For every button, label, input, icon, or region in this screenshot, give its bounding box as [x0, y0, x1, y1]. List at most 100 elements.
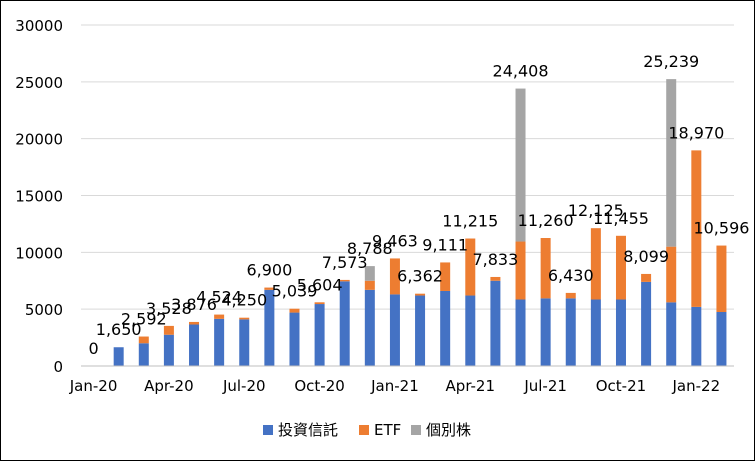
x-tick-label: Jul-21: [523, 377, 567, 395]
data-label: 6,362: [397, 267, 443, 286]
data-label: 11,260: [518, 211, 574, 230]
bar-segment: [415, 295, 426, 366]
data-label: 0: [88, 339, 98, 358]
bar-segment: [440, 290, 451, 366]
bar-segment: [138, 343, 149, 366]
bar-segment: [540, 238, 551, 299]
bar-segment: [239, 317, 250, 320]
bar-segment: [289, 308, 300, 313]
bar-segment: [339, 281, 350, 366]
bar-segment: [540, 298, 551, 366]
data-label: 5,604: [297, 275, 343, 294]
data-label: 3,876: [171, 295, 217, 314]
data-label: 2,592: [121, 310, 167, 329]
bar-segment: [515, 299, 526, 366]
data-label: 25,239: [643, 52, 699, 71]
data-label: 4,524: [196, 288, 242, 307]
data-label: 11,215: [442, 212, 498, 231]
legend-label: 個別株: [426, 421, 471, 439]
bar-segment: [565, 292, 576, 299]
bar-segment: [289, 312, 300, 366]
x-tick-label: Jul-20: [222, 377, 266, 395]
data-label: 8,099: [623, 247, 669, 266]
bar-segment: [364, 280, 375, 290]
legend: 投資信託 ETF 個別株: [263, 421, 471, 439]
axes: 0 5000 10000 15000 20000 25000 30000 Jan-20 Apr-…: [15, 17, 734, 395]
bar-segment: [314, 302, 325, 305]
bar-segment: [490, 280, 501, 366]
bar-segment: [666, 302, 677, 366]
x-tick-label: Apr-21: [446, 377, 496, 395]
data-label: 24,408: [493, 62, 549, 81]
y-tick-label: 30000: [15, 17, 63, 35]
bar-segment: [716, 312, 727, 366]
bar-segment: [389, 294, 400, 366]
bar-segment: [214, 318, 225, 366]
bar-segment: [389, 258, 400, 295]
bar-segment: [264, 287, 275, 290]
y-tick-label: 20000: [15, 131, 63, 149]
legend-swatch: [359, 425, 369, 435]
bar-segment: [339, 279, 350, 282]
bar-segment: [565, 298, 576, 366]
legend-swatch: [263, 425, 273, 435]
data-label: 3,528: [146, 299, 192, 318]
bar-segment: [364, 289, 375, 366]
bar-segment: [239, 319, 250, 366]
bar-segment: [465, 295, 476, 366]
x-tick-label: Apr-20: [144, 377, 194, 395]
data-label: 4,250: [221, 291, 267, 310]
bar-segment: [189, 321, 200, 325]
x-tick-label: Jan-20: [69, 377, 118, 395]
bar-segment: [364, 266, 375, 281]
x-tick-label: Oct-21: [596, 377, 646, 395]
bar-segment: [163, 325, 174, 335]
legend-swatch: [411, 425, 421, 435]
bar-segment: [691, 150, 702, 307]
legend-label: ETF: [374, 421, 401, 439]
bar-segment: [214, 314, 225, 319]
bar-segment: [590, 228, 601, 300]
bar-segment: [666, 246, 677, 303]
bar-segment: [641, 273, 652, 282]
bar-segment: [615, 235, 626, 300]
data-label: 9,463: [372, 231, 418, 250]
y-tick-label: 25000: [15, 74, 63, 92]
bar-segment: [515, 241, 526, 300]
bar-segment: [138, 336, 149, 344]
data-label: 7,573: [322, 253, 368, 272]
y-tick-label: 15000: [15, 188, 63, 206]
bar-segment: [590, 299, 601, 366]
data-label: 7,833: [472, 250, 518, 269]
bar-segment: [615, 299, 626, 366]
data-label: 12,125: [568, 201, 624, 220]
bar-segment: [515, 88, 526, 242]
bars: [113, 79, 727, 366]
bar-segment: [691, 306, 702, 366]
bar-segment: [314, 304, 325, 366]
bar-segment: [415, 293, 426, 296]
x-tick-label: Jan-21: [370, 377, 419, 395]
data-label: 5,039: [272, 282, 318, 301]
data-label: 1,650: [96, 320, 142, 339]
bar-segment: [163, 334, 174, 366]
bar-segment: [641, 281, 652, 366]
legend-label: 投資信託: [278, 421, 338, 439]
x-tick-label: Jan-22: [672, 377, 721, 395]
bar-segment: [264, 289, 275, 366]
bar-segment: [113, 347, 124, 366]
data-label: 18,970: [668, 123, 724, 142]
data-label: 6,430: [548, 266, 594, 285]
data-label: 9,111: [422, 235, 468, 254]
data-label: 8,788: [347, 239, 393, 258]
bar-segment: [189, 324, 200, 366]
bar-segment: [666, 79, 677, 247]
y-tick-label: 0: [53, 358, 63, 376]
data-label: 10,596: [693, 219, 749, 238]
data-label: 6,900: [246, 261, 292, 280]
bar-segment: [716, 245, 727, 313]
data-label: 11,455: [593, 209, 649, 228]
